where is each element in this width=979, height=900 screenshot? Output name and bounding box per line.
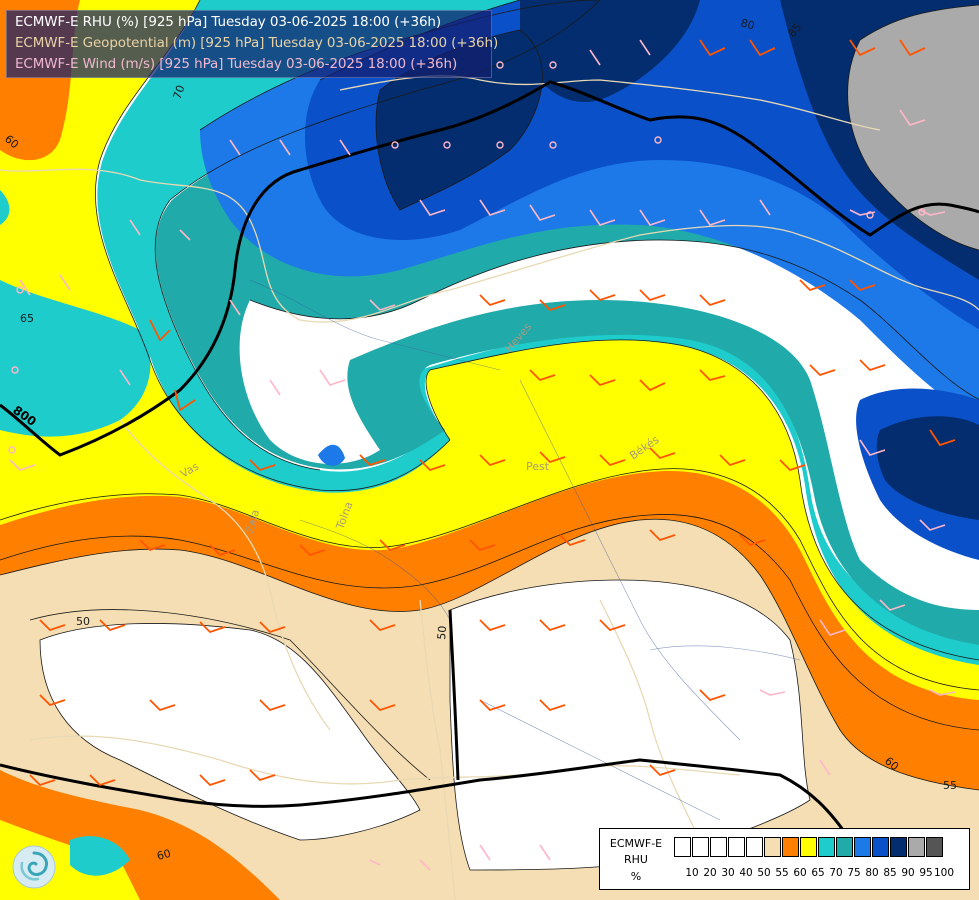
legend-tick-label: 60 [793, 867, 807, 879]
legend-tick-label: 50 [757, 867, 771, 879]
rhu-legend: ECMWF-E RHU % 10 20 30 40 50 55 60 65 70 75 80 85 90… [599, 828, 970, 890]
rhu-band-90-n [520, 0, 700, 102]
legend-title-unit: % [630, 870, 642, 883]
rhu-band-90-e [876, 416, 979, 520]
rhu-label-80: 80 [739, 16, 756, 32]
rhu-contours [0, 0, 979, 791]
legend-swatch [818, 837, 835, 857]
legend-swatch [890, 837, 907, 857]
legend-tick-label: 30 [721, 867, 735, 879]
legend-tick-label: 55 [775, 867, 789, 879]
legend-tick-label: 10 [685, 867, 699, 879]
rhu-label-50-w: 50 [76, 615, 90, 628]
border-lines [0, 75, 979, 900]
legend-swatch [692, 837, 709, 857]
rhu-band-60 [0, 468, 979, 790]
legend-swatch [746, 837, 763, 857]
rhu-label-55: 55 [943, 779, 957, 792]
swirl-logo-icon [12, 845, 56, 889]
rhu-label-65: 65 [20, 312, 34, 325]
rhu-band-70-sw-blob [70, 836, 130, 876]
legend-tick-label: 20 [703, 867, 717, 879]
rhu-band-95 [847, 5, 979, 250]
legend-title-variable: RHU [624, 853, 648, 866]
legend-tick-label: 90 [901, 867, 915, 879]
legend-tick-label: 65 [811, 867, 825, 879]
legend-swatch [854, 837, 871, 857]
legend-swatch [926, 837, 943, 857]
legend-swatch [728, 837, 745, 857]
rhu-small-blob [318, 444, 345, 466]
rhu-band-70-nw-sliver [0, 190, 10, 225]
calm-markers [8, 61, 926, 454]
legend-swatch [674, 837, 691, 857]
title-rhu: ECMWF-E RHU (%) [925 hPa] Tuesday 03-06-… [15, 14, 442, 30]
legend-swatch [872, 837, 889, 857]
legend-swatch [800, 837, 817, 857]
legend-swatch [764, 837, 781, 857]
river-lines [249, 279, 801, 821]
wind-barbs-strong [29, 39, 956, 787]
legend-swatch [836, 837, 853, 857]
legend-tick-label: 70 [829, 867, 843, 879]
rhu-band-white-east [449, 579, 811, 871]
legend-swatch [782, 837, 799, 857]
rhu-label-70: 70 [171, 83, 188, 101]
rhu-label-60-sw: 60 [155, 847, 172, 863]
legend-tick-label: 95 [919, 867, 933, 879]
rhu-band-70-west [0, 280, 151, 437]
rhu-contour-labels: 70 65 60 50 80 85 60 55 60 50 [2, 16, 957, 863]
place-label-zala: Zala [243, 508, 262, 535]
title-wind: ECMWF-E Wind (m/s) [925 hPa] Tuesday 03-… [15, 56, 458, 72]
legend-tick-label: 100 [933, 867, 955, 879]
legend-tick-label: 75 [847, 867, 861, 879]
place-label-pest: Pest [526, 460, 550, 473]
map-title-box: ECMWF-E RHU (%) [925 hPa] Tuesday 03-06-… [6, 10, 498, 78]
legend-tick-label: 40 [739, 867, 753, 879]
legend-swatch [710, 837, 727, 857]
geopotential-contours [0, 80, 979, 841]
rhu-label-50-c: 50 [435, 625, 449, 640]
rhu-band-white-west [39, 623, 421, 841]
legend-title-model: ECMWF-E [609, 837, 663, 850]
legend-tick-label: 80 [865, 867, 879, 879]
title-geopotential: ECMWF-E Geopotential (m) [925 hPa] Tuesd… [15, 35, 499, 51]
legend-swatch [908, 837, 925, 857]
legend-tick-label: 85 [883, 867, 897, 879]
wind-barbs-weak [9, 39, 956, 871]
